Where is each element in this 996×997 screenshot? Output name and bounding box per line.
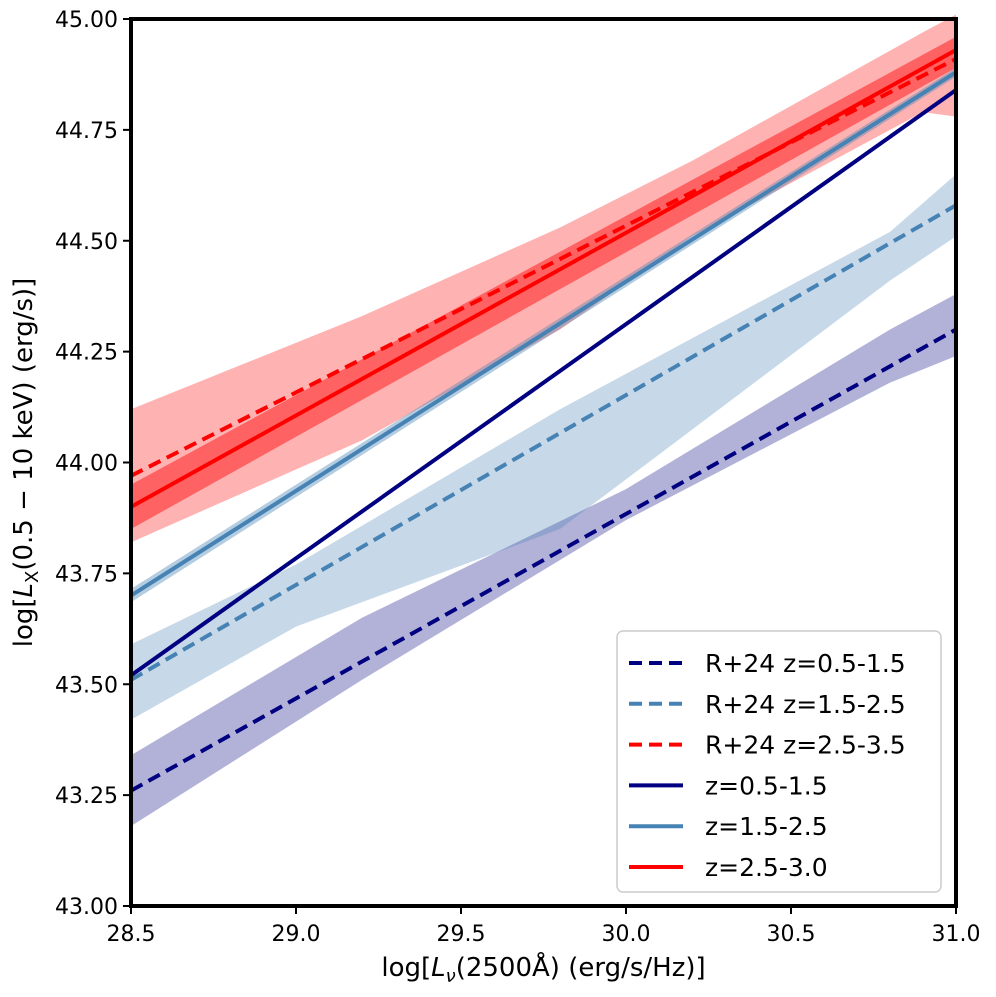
legend-label: z=1.5-2.5: [705, 812, 828, 841]
axis-ticks: 28.5 29.0 29.5 30.0 30.5 31.0 43.00 43.25 43.50 4…: [55, 8, 980, 947]
series-z-1-5-2-5: [129, 70, 958, 598]
legend-label: z=0.5-1.5: [705, 771, 828, 800]
x-tick-label: 29.5: [437, 922, 486, 947]
x-tick-label: 31.0: [932, 922, 981, 947]
r24-z-1-5-2-5-band: [131, 174, 956, 720]
y-tick-label: 43.00: [55, 895, 118, 920]
legend-label: R+24 z=1.5-2.5: [705, 690, 906, 719]
legend-label: R+24 z=0.5-1.5: [705, 649, 906, 678]
x-tick-label: 29.0: [272, 922, 321, 947]
x-tick-label: 30.0: [602, 922, 651, 947]
legend-label: R+24 z=2.5-3.5: [705, 731, 906, 760]
legend-box: [616, 630, 942, 893]
series-r24-z-0-5-1-5: [130, 327, 957, 793]
legend: R+24 z=0.5-1.5 R+24 z=1.5-2.5 R+24 z=2.5-3…: [616, 630, 942, 893]
legend-label: z=2.5-3.0: [705, 853, 828, 882]
x-axis-label: log[Lν(2500Å) (erg/s/Hz)]: [381, 951, 705, 987]
y-tick-label: 44.50: [55, 230, 118, 255]
y-tick-label: 43.25: [55, 784, 118, 809]
series-z-2-5-3-0: [130, 48, 957, 509]
y-tick-label: 44.75: [55, 119, 118, 144]
series-lines: [129, 48, 958, 793]
y-tick-label: 44.00: [55, 452, 118, 477]
x-tick-label: 30.5: [767, 922, 816, 947]
y-tick-label: 45.00: [55, 8, 118, 33]
y-axis-label: log[LX(0.5 − 10 keV) (erg/s)]: [9, 278, 43, 648]
y-tick-label: 43.50: [55, 673, 118, 698]
y-tick-label: 44.25: [55, 341, 118, 366]
plot-frame: [129, 17, 958, 908]
z-2-5-3-0-band: [131, 36, 956, 530]
series-z-0-5-1-5: [129, 88, 958, 678]
x-tick-label: 28.5: [107, 922, 156, 947]
y-tick-label: 43.75: [55, 562, 118, 587]
